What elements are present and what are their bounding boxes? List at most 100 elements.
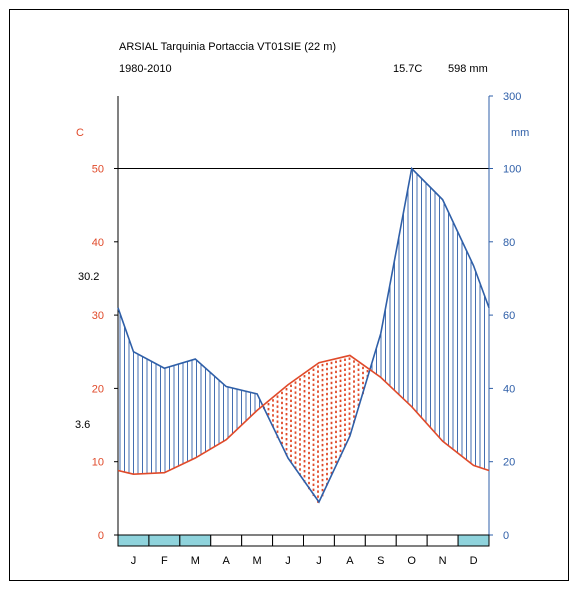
month-cell [303, 534, 335, 547]
arid-dot [308, 471, 310, 475]
arid-dot [357, 363, 360, 366]
month-cell [272, 534, 305, 547]
arid-dot [335, 460, 337, 464]
arid-dot [312, 408, 315, 412]
arid-dot [335, 375, 337, 379]
arid-dot [312, 383, 315, 387]
arid-dot [344, 428, 346, 431]
arid-dot [303, 425, 306, 428]
arid-dot [353, 415, 355, 418]
arid-dot [312, 388, 315, 392]
arid-dot [348, 407, 351, 410]
arid-dot [290, 389, 292, 393]
arid-dot [272, 409, 274, 412]
arid-dot [299, 463, 301, 466]
arid-dot [299, 443, 301, 446]
arid-dot [321, 448, 324, 452]
arid-dot [366, 369, 369, 373]
arid-dot [321, 368, 324, 372]
arid-dot [321, 403, 324, 407]
arid-dot [317, 445, 319, 448]
arid-dot [348, 417, 351, 420]
arid-dot [290, 414, 292, 418]
arid-dot [308, 386, 310, 390]
arid-dot [326, 432, 328, 436]
arid-dot [317, 395, 319, 398]
arid-dot [321, 473, 324, 477]
arid-dot [299, 383, 301, 386]
arid-dot [281, 411, 283, 415]
arid-dot [281, 401, 283, 405]
arid-dot [303, 470, 306, 473]
arid-dot [294, 461, 297, 464]
arid-dot [285, 393, 288, 396]
month-cell [457, 534, 490, 547]
arid-dot [344, 388, 346, 391]
arid-dot [339, 439, 342, 443]
arid-dot [326, 377, 328, 381]
arid-dot [348, 432, 351, 435]
arid-dot [308, 416, 310, 420]
month-label: F [161, 555, 168, 567]
arid-dot [299, 423, 301, 426]
arid-dot [303, 380, 306, 383]
arid-dot [344, 398, 346, 401]
arid-dot [339, 399, 342, 403]
arid-dot [317, 450, 319, 453]
arid-dot [326, 447, 328, 451]
arid-dot [290, 419, 292, 423]
arid-dot [344, 358, 346, 361]
month-cell [179, 534, 212, 547]
arid-dot [353, 370, 355, 373]
arid-dot [285, 388, 288, 391]
arid-dot [294, 431, 297, 434]
arid-dot [317, 430, 319, 433]
arid-dot [330, 421, 333, 425]
arid-dot [321, 413, 324, 417]
arid-dot [339, 424, 342, 428]
arid-dot [290, 399, 292, 403]
precip-tick-label: 100 [503, 164, 521, 176]
arid-dot [303, 390, 306, 393]
arid-dot [357, 398, 360, 401]
arid-dot [353, 365, 355, 368]
month-label: A [346, 555, 354, 567]
arid-dot [321, 453, 324, 457]
arid-dot [326, 422, 328, 426]
precip-tick-label: 40 [503, 383, 515, 395]
arid-dot [299, 398, 301, 401]
arid-dot [290, 404, 292, 408]
temp-axis-label: C [76, 127, 84, 139]
arid-dot [290, 409, 292, 413]
arid-dot [330, 406, 333, 410]
arid-dot [299, 458, 301, 461]
precip-axis-label: mm [511, 127, 529, 139]
arid-dot [299, 433, 301, 436]
arid-dot [308, 401, 310, 405]
arid-dot [335, 370, 337, 374]
arid-dot [335, 435, 337, 439]
arid-dot [303, 465, 306, 468]
arid-dot [353, 385, 355, 388]
arid-dot [317, 410, 319, 413]
arid-dot [353, 410, 355, 413]
hatching-layer [119, 169, 485, 503]
month-cell [117, 534, 150, 547]
arid-dot [312, 398, 315, 402]
arid-dot [294, 416, 297, 419]
arid-dot [362, 371, 364, 375]
month-label: J [285, 555, 291, 567]
arid-dot [303, 475, 306, 478]
arid-dot [272, 404, 274, 407]
arid-dot [294, 386, 297, 389]
arid-dot [317, 455, 319, 458]
max-temperature-label: 30.2 [78, 271, 100, 283]
arid-dot [335, 360, 337, 364]
arid-dot [353, 380, 355, 383]
arid-dot [344, 363, 346, 366]
temp-tick-label: 10 [92, 457, 104, 469]
arid-dot [312, 488, 315, 492]
arid-dot [339, 379, 342, 383]
arid-dot [312, 478, 315, 482]
arid-dot [330, 401, 333, 405]
